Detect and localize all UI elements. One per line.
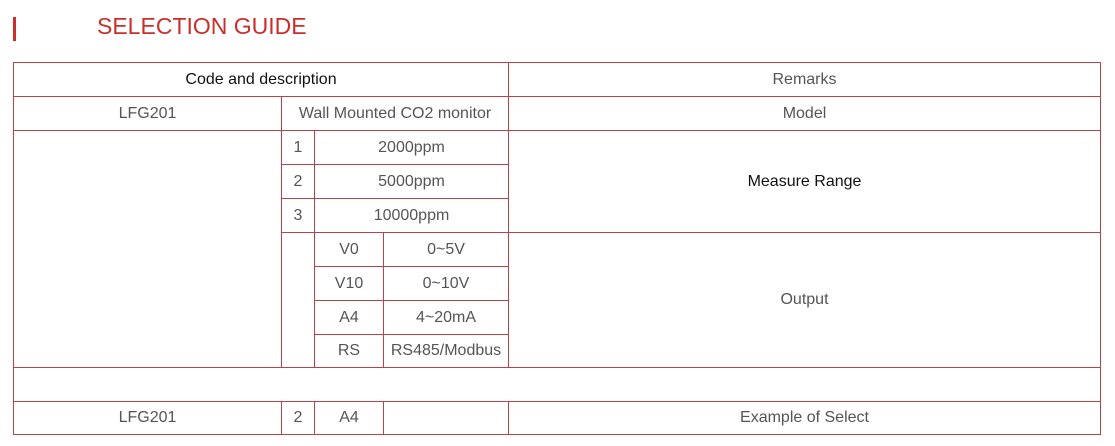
example-model: LFG201 (13, 401, 282, 435)
range-value: 10000ppm (314, 198, 509, 233)
output-remark: Output (508, 232, 1101, 368)
output-value: 0~5V (383, 232, 509, 267)
example-remark: Example of Select (508, 401, 1101, 435)
spacer-row (13, 367, 1101, 402)
example-output: A4 (314, 401, 384, 435)
empty-cell (281, 232, 315, 368)
range-remark: Measure Range (508, 130, 1101, 233)
model-remark: Model (508, 96, 1101, 131)
header-code: Code and description (13, 62, 509, 97)
output-value: 4~20mA (383, 300, 509, 335)
model-code: LFG201 (13, 96, 282, 131)
header-remarks: Remarks (508, 62, 1101, 97)
range-value: 5000ppm (314, 164, 509, 199)
output-code: V0 (314, 232, 384, 267)
range-value: 2000ppm (314, 130, 509, 165)
title-accent-bar (13, 17, 16, 41)
output-value: 0~10V (383, 266, 509, 301)
output-code: A4 (314, 300, 384, 335)
output-value: RS485/Modbus (383, 334, 509, 368)
page-title: SELECTION GUIDE (97, 13, 307, 39)
example-range: 2 (281, 401, 315, 435)
model-description: Wall Mounted CO2 monitor (281, 96, 509, 131)
range-code: 3 (281, 198, 315, 233)
empty-cell (13, 130, 282, 368)
output-code: V10 (314, 266, 384, 301)
output-code: RS (314, 334, 384, 368)
range-code: 1 (281, 130, 315, 165)
range-code: 2 (281, 164, 315, 199)
empty-cell (383, 401, 509, 435)
